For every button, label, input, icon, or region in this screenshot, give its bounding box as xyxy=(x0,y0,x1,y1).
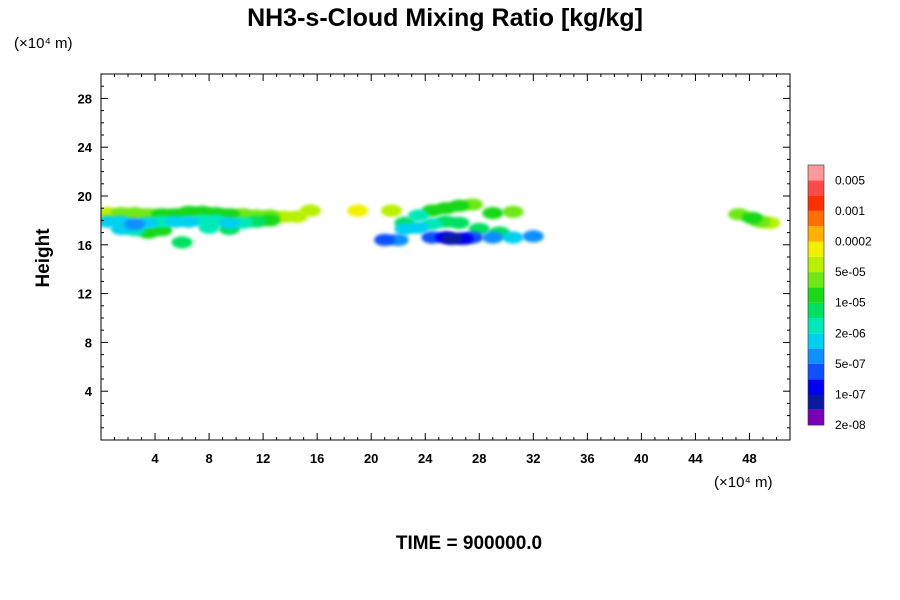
time-label: TIME = 900000.0 xyxy=(396,533,542,554)
x-tick-label: 20 xyxy=(364,451,378,466)
y-tick-label: 24 xyxy=(78,140,93,155)
cloud-cell xyxy=(448,216,470,229)
colorbar-label: 0.005 xyxy=(835,173,865,187)
colorbar-swatch xyxy=(808,394,824,410)
cloud-cell xyxy=(124,217,146,231)
colorbar-label: 5e-07 xyxy=(835,357,866,371)
y-tick-label: 8 xyxy=(85,335,92,350)
cloud-cell xyxy=(218,216,240,229)
colorbar-swatch xyxy=(808,302,824,318)
colorbar-frame xyxy=(807,164,825,426)
y-tick-label: 16 xyxy=(78,238,92,253)
colorbar-swatch xyxy=(808,226,824,242)
colorbar-label: 5e-05 xyxy=(835,265,866,279)
colorbar: 0.005 0.001 0.0002 5e-05 1e-05 2e-06 5e-07 1e-0… xyxy=(807,164,872,432)
cloud-cell xyxy=(198,221,220,234)
x-tick-label: 16 xyxy=(310,451,324,466)
colorbar-swatch xyxy=(808,256,824,273)
cloud-cell xyxy=(178,215,200,228)
x-tick-label: 40 xyxy=(634,451,648,466)
colorbar-swatch xyxy=(808,241,824,257)
colorbar-swatch xyxy=(808,195,824,211)
plot-area xyxy=(101,74,790,440)
y-axis-ticks: 4 8 12 16 20 24 28 xyxy=(78,85,790,429)
y-tick-label: 20 xyxy=(78,189,92,204)
cloud-field xyxy=(101,198,781,249)
y-axis-label: Height xyxy=(33,228,54,288)
y-tick-label: 4 xyxy=(85,384,93,399)
cloud-cell xyxy=(380,204,402,217)
cloud-cell xyxy=(171,236,193,249)
y-tick-label: 12 xyxy=(78,287,92,302)
colorbar-swatch xyxy=(808,333,824,349)
cloud-cell xyxy=(299,204,321,217)
x-tick-label: 12 xyxy=(256,451,270,466)
cloud-cell xyxy=(482,206,504,220)
cloud-cell xyxy=(151,224,173,237)
cloud-cell xyxy=(347,204,369,217)
cloud-cell xyxy=(374,233,396,247)
colorbar-swatch xyxy=(808,409,824,426)
y-axis-unit: (×10⁴ m) xyxy=(14,35,73,52)
colorbar-label: 2e-06 xyxy=(835,326,866,340)
colorbar-swatch xyxy=(808,379,824,395)
colorbar-swatch xyxy=(808,348,824,364)
x-tick-label: 44 xyxy=(688,451,703,466)
colorbar-swatch xyxy=(808,210,824,227)
colorbar-swatch xyxy=(808,287,824,303)
colorbar-swatch xyxy=(808,363,824,380)
x-tick-label: 36 xyxy=(580,451,594,466)
x-tick-label: 4 xyxy=(151,451,159,466)
colorbar-swatch xyxy=(808,165,824,181)
cloud-cell xyxy=(407,221,430,234)
x-tick-label: 48 xyxy=(742,451,756,466)
x-axis-ticks: 4 8 12 16 20 24 28 32 36 40 44 48 xyxy=(114,74,777,466)
y-tick-label: 28 xyxy=(78,91,92,106)
cloud-cell xyxy=(448,199,470,212)
colorbar-label: 1e-07 xyxy=(835,388,866,402)
cloud-cell xyxy=(522,230,544,243)
x-tick-label: 8 xyxy=(205,451,212,466)
cloud-cell xyxy=(741,211,763,225)
colorbar-label: 1e-05 xyxy=(835,296,866,310)
cloud-cell xyxy=(502,231,524,244)
x-tick-label: 28 xyxy=(472,451,486,466)
cloud-cell xyxy=(482,231,504,244)
x-tick-label: 32 xyxy=(526,451,540,466)
x-tick-label: 24 xyxy=(418,451,433,466)
cloud-cell xyxy=(441,232,463,245)
x-axis-unit: (×10⁴ m) xyxy=(714,474,773,491)
chart-title: NH3-s-Cloud Mixing Ratio [kg/kg] xyxy=(247,4,643,32)
colorbar-label: 0.001 xyxy=(835,204,865,218)
cloud-cell xyxy=(407,209,430,222)
colorbar-swatch xyxy=(808,272,824,288)
colorbar-label: 2e-08 xyxy=(835,418,866,432)
colorbar-swatch xyxy=(808,180,824,196)
colorbar-swatch xyxy=(808,318,824,334)
cloud-cell xyxy=(502,205,524,218)
colorbar-label: 0.0002 xyxy=(835,235,872,249)
